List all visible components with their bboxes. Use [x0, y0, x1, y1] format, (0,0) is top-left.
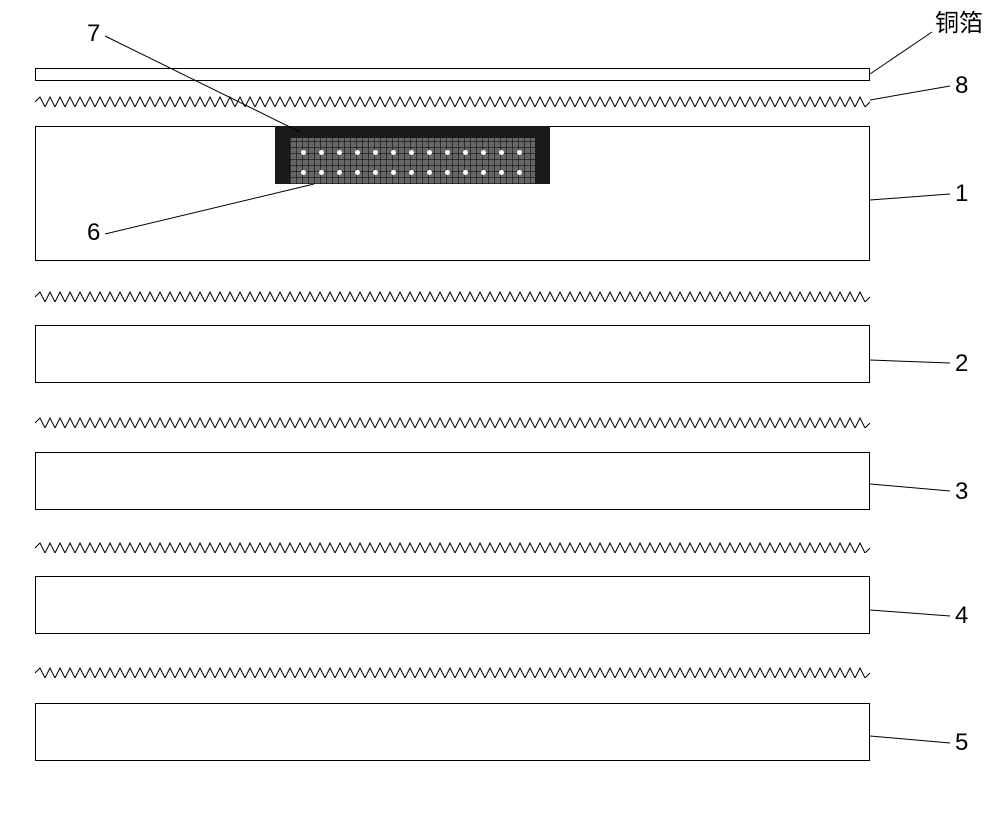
- label-1: 1: [955, 182, 968, 206]
- component-dot: [463, 170, 468, 175]
- prepreg-line-top: [35, 95, 870, 107]
- prepreg-line: [35, 541, 870, 553]
- label-5: 5: [955, 731, 968, 755]
- label-copper-foil: 铜箔: [935, 12, 983, 36]
- component-dot: [517, 170, 522, 175]
- component-dot: [355, 150, 360, 155]
- component-dot: [391, 170, 396, 175]
- component-dot: [319, 150, 324, 155]
- component-dot: [499, 170, 504, 175]
- prepreg-line: [35, 416, 870, 428]
- label-7: 7: [87, 22, 100, 46]
- embedded-component-inner: [290, 138, 535, 184]
- label-3: 3: [955, 480, 968, 504]
- layer-5: [35, 703, 870, 761]
- component-dot: [427, 150, 432, 155]
- label-8: 8: [955, 74, 968, 98]
- component-dot: [517, 150, 522, 155]
- label-2: 2: [955, 352, 968, 376]
- label-4: 4: [955, 604, 968, 628]
- component-dot: [373, 170, 378, 175]
- component-dot: [355, 170, 360, 175]
- component-dot: [301, 150, 306, 155]
- cross-section-diagram: 铜箔 8 1 2 3 4 5 7 6: [0, 0, 1000, 831]
- component-dot: [301, 170, 306, 175]
- label-6: 6: [87, 221, 100, 245]
- component-dot: [409, 170, 414, 175]
- component-dot: [319, 170, 324, 175]
- component-dot: [499, 150, 504, 155]
- component-dot: [427, 170, 432, 175]
- copper-foil-layer: [35, 68, 870, 81]
- layer-2: [35, 325, 870, 383]
- component-dot: [481, 150, 486, 155]
- layer-3: [35, 452, 870, 510]
- prepreg-line: [35, 290, 870, 302]
- component-dot: [337, 170, 342, 175]
- component-dot: [445, 150, 450, 155]
- component-dot: [481, 170, 486, 175]
- component-dot: [445, 170, 450, 175]
- prepreg-line: [35, 666, 870, 678]
- component-dot: [463, 150, 468, 155]
- component-dot: [373, 150, 378, 155]
- component-dot: [337, 150, 342, 155]
- layer-4: [35, 576, 870, 634]
- component-dot: [391, 150, 396, 155]
- component-dot: [409, 150, 414, 155]
